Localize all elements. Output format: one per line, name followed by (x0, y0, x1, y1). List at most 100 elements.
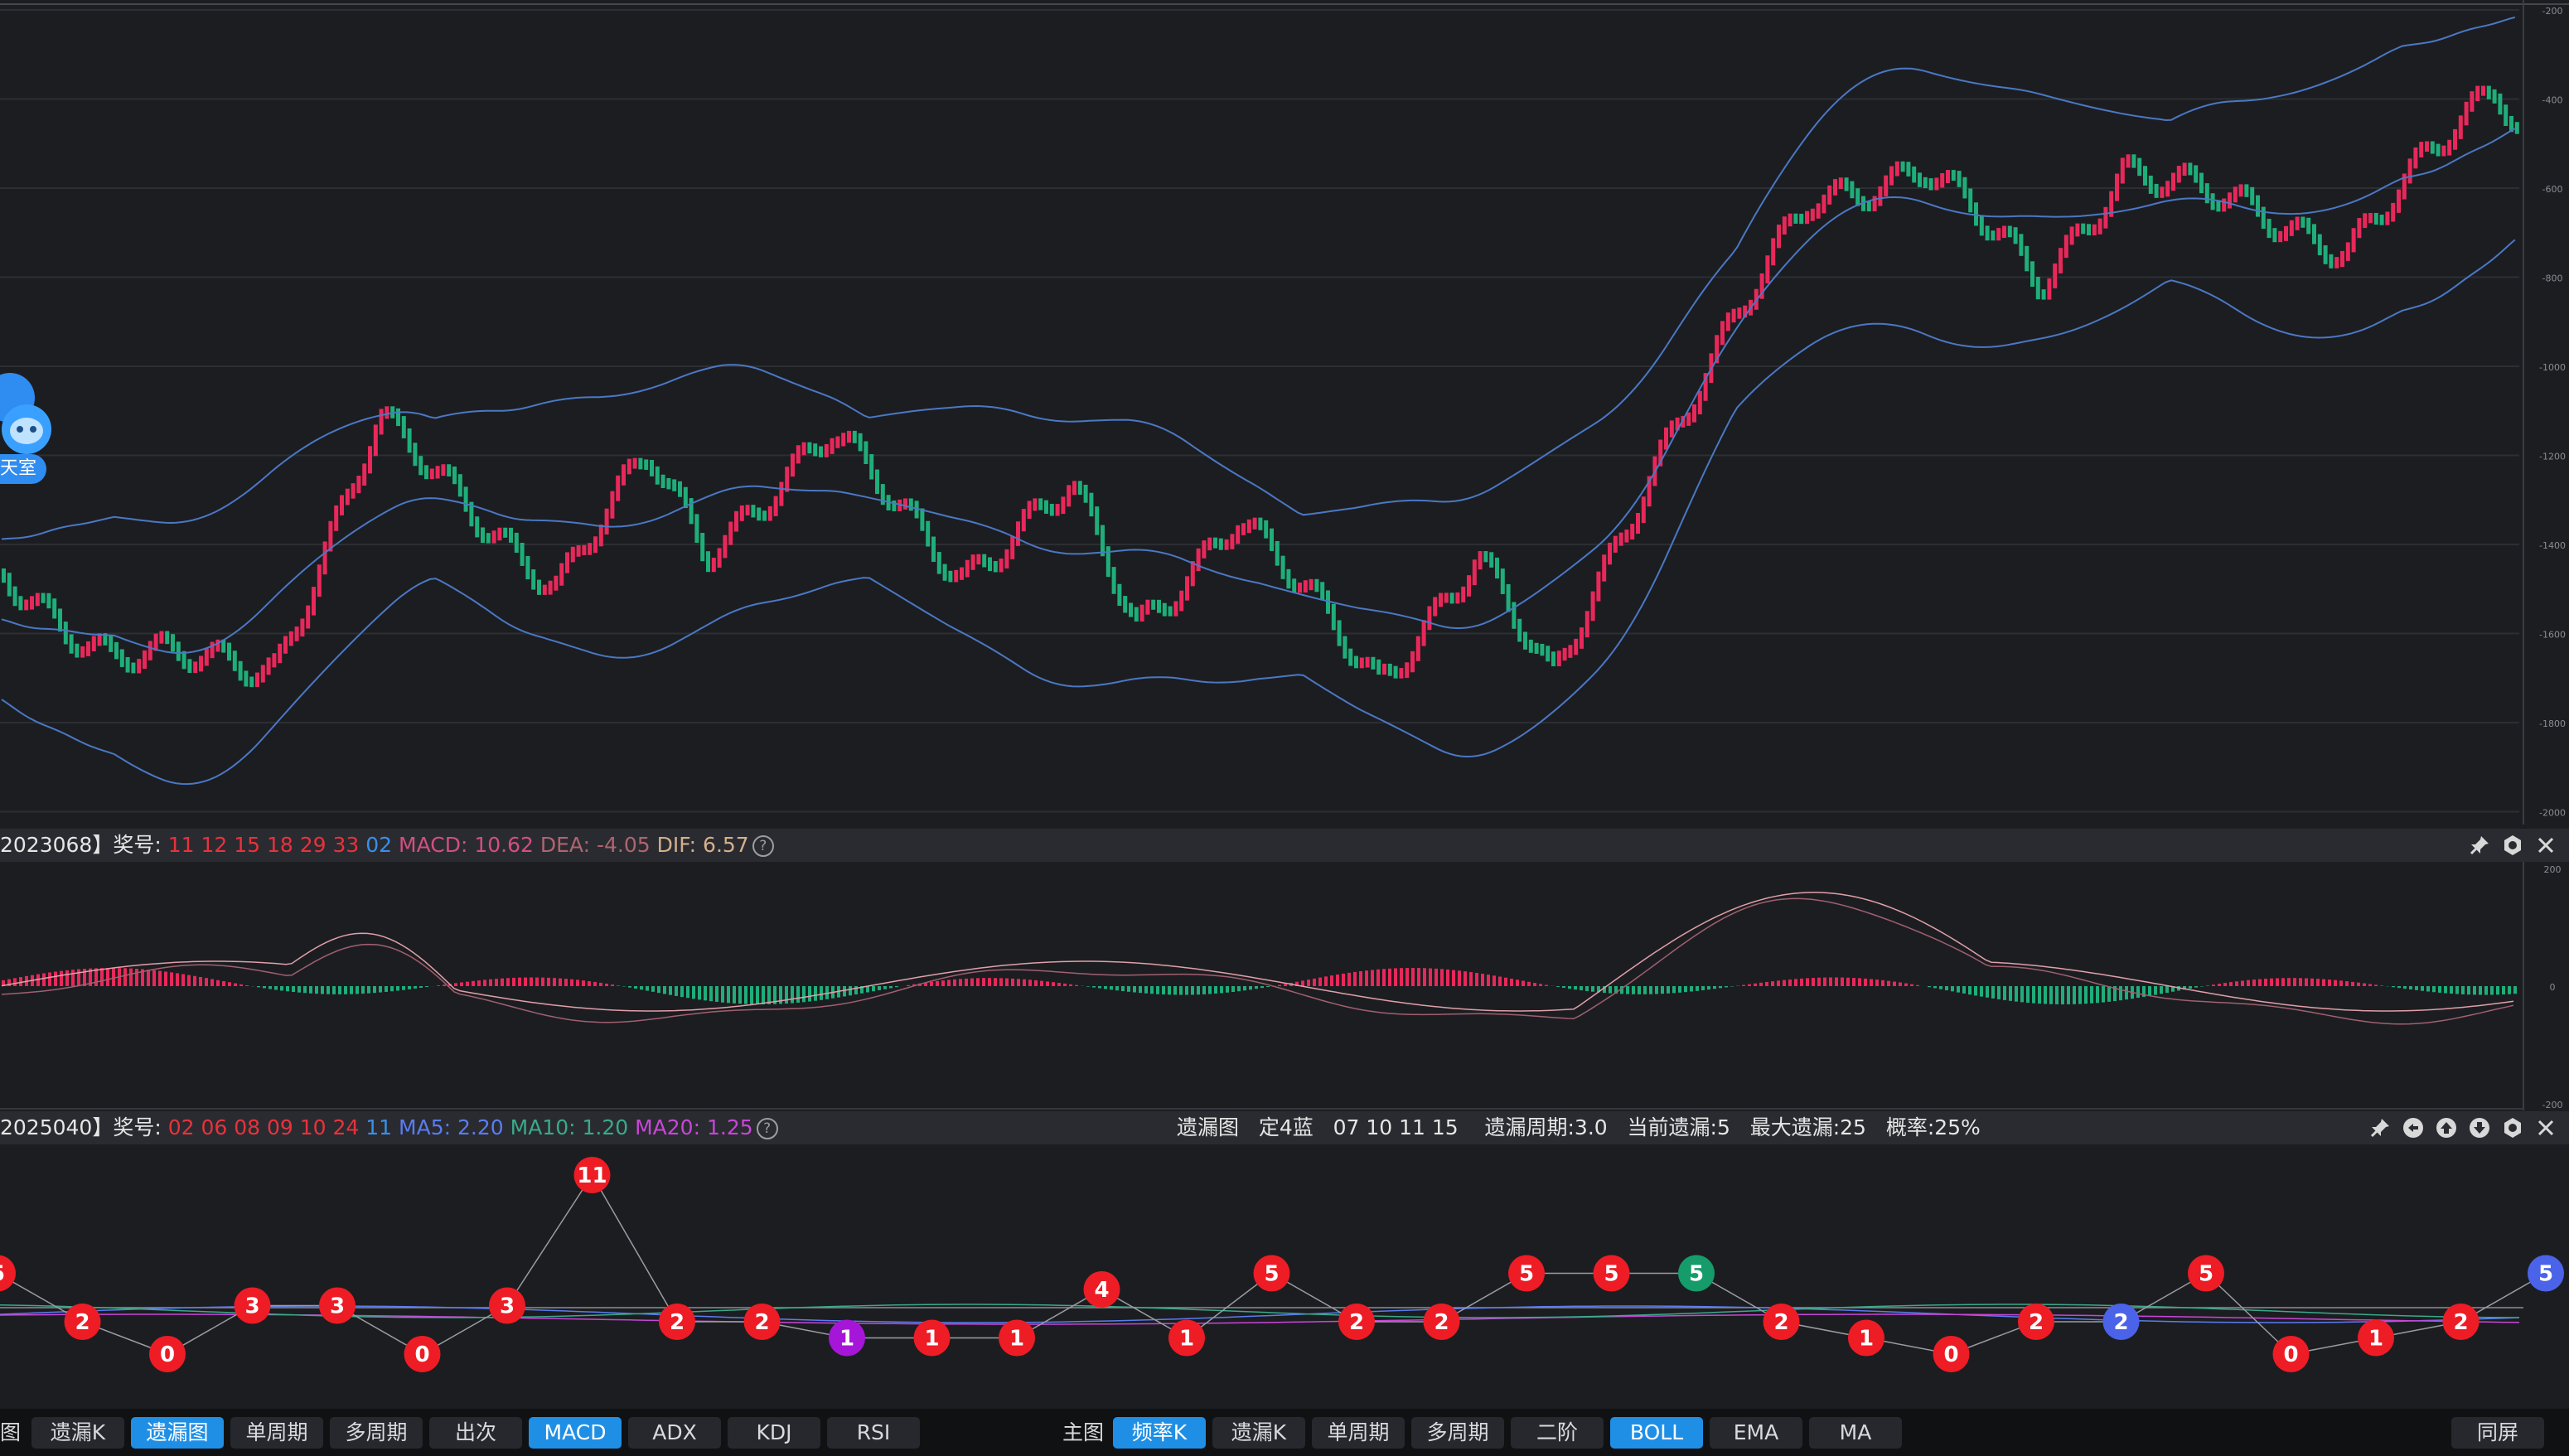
macd-bar (599, 982, 602, 986)
toolbar-left-btn-6[interactable]: ADX (628, 1417, 721, 1449)
y-tick-label: -200 (2542, 6, 2563, 17)
macd-bar (1510, 978, 1513, 986)
renko-brick (2204, 183, 2209, 204)
renko-brick (1602, 554, 1607, 582)
toolbar-right-btn-3[interactable]: 多周期 (1411, 1417, 1504, 1449)
settings-icon[interactable] (2501, 1116, 2524, 1139)
macd-bar (408, 986, 411, 989)
macd-bar (843, 986, 846, 997)
omit-ball-circle (64, 1304, 101, 1340)
renko-brick (97, 633, 102, 646)
macd-bar (1667, 986, 1670, 994)
assistant-label[interactable]: 天室 (0, 454, 47, 484)
macd-bar (298, 986, 301, 993)
macd-bar (2258, 979, 2262, 986)
macd-bar (1806, 978, 1809, 986)
toolbar-left-btn-4[interactable]: 出次 (429, 1417, 522, 1449)
macd-bar (1800, 978, 1803, 986)
renko-brick (948, 570, 953, 583)
macd-chart[interactable]: 200 0 -200 (0, 862, 2569, 1110)
renko-brick (1061, 496, 1066, 515)
renko-brick (249, 676, 254, 688)
toolbar-left-btn-3[interactable]: 多周期 (330, 1417, 423, 1449)
toolbar-right-btn-5[interactable]: BOLL (1610, 1417, 1703, 1449)
omit-ball-value: 0 (414, 1342, 429, 1367)
renko-brick (1725, 312, 1730, 331)
macd-bar (1852, 978, 1855, 986)
restore-icon[interactable] (2402, 1116, 2425, 1139)
toolbar-left-btn-2[interactable]: 单周期 (230, 1417, 323, 1449)
renko-brick (1427, 606, 1432, 631)
toolbar-left-btn-0[interactable]: 遗漏K (31, 1417, 124, 1449)
pin-icon[interactable] (2368, 1116, 2392, 1139)
renko-brick (1822, 194, 1826, 214)
omit-ball: 0 (1933, 1336, 1970, 1372)
renko-chart[interactable]: -200 -400 -600 -800 -1000 -1200 -1400 -1600 -180… (0, 0, 2569, 825)
toolbar-right-btn-4[interactable]: 二阶 (1511, 1417, 1604, 1449)
macd-chart-canvas[interactable]: 200 0 -200 (0, 862, 2569, 1110)
settings-icon[interactable] (2501, 834, 2524, 857)
toolbar-right-btn-6[interactable]: EMA (1710, 1417, 1802, 1449)
help-icon[interactable]: ? (756, 1118, 778, 1139)
subchart-label: 图 (0, 1420, 22, 1444)
macd-bar (1475, 973, 1478, 986)
renko-brick (1624, 530, 1629, 543)
close-icon[interactable] (2534, 834, 2557, 857)
omit-ball-circle (1168, 1319, 1205, 1357)
move-down-icon[interactable] (2468, 1116, 2491, 1139)
macd-bar (1974, 986, 1977, 996)
macd-bar (2455, 986, 2459, 994)
macd-bar (553, 978, 556, 986)
sync-screen-button[interactable]: 同屏 (2451, 1417, 2544, 1449)
renko-brick (1123, 596, 1128, 613)
macd-bar (976, 978, 980, 986)
renko-brick (429, 468, 434, 480)
toolbar-right-btn-2[interactable]: 单周期 (1312, 1417, 1405, 1449)
renko-brick (1900, 161, 1905, 172)
renko-brick (328, 520, 333, 552)
toolbar-right-btn-7[interactable]: MA (1809, 1417, 1902, 1449)
renko-brick (1280, 555, 1285, 579)
toolbar-left-btn-8[interactable]: RSI (827, 1417, 920, 1449)
omit-chart[interactable]: 52033031122111415225552102250125 (0, 1145, 2569, 1409)
macd-bar (129, 968, 133, 986)
toolbar-left-btn-7[interactable]: KDJ (728, 1417, 820, 1449)
macd-bar (1719, 986, 1722, 989)
renko-brick (30, 596, 34, 610)
renko-brick (317, 564, 322, 597)
renko-brick (954, 569, 959, 583)
renko-brick (1252, 517, 1257, 530)
toolbar-left-btn-1[interactable]: 遗漏图 (131, 1417, 224, 1449)
omit-ball-value: 0 (160, 1342, 175, 1367)
renko-brick (7, 573, 12, 597)
renko-brick (672, 479, 677, 491)
macd-bar (1545, 984, 1548, 986)
macd-bar (1324, 976, 1328, 986)
renko-brick (2002, 225, 2006, 239)
macd-bar (1603, 986, 1606, 994)
renko-brick (1872, 196, 1877, 212)
y-tick-label: -1000 (2539, 362, 2566, 373)
toolbar-left-btn-5[interactable]: MACD (529, 1417, 622, 1449)
chat-bot-icon[interactable] (0, 373, 55, 489)
omit-chart-canvas[interactable]: 52033031122111415225552102250125 (0, 1145, 2569, 1409)
omit-ball-circle (2528, 1255, 2564, 1292)
toolbar-right-btn-0[interactable]: 频率K (1113, 1417, 1206, 1449)
fixed-blue-numbers: 07 10 11 15 (1333, 1115, 1459, 1139)
renko-brick (650, 459, 654, 476)
renko-brick (993, 561, 998, 573)
macd-bar (2136, 986, 2140, 999)
pin-icon[interactable] (2468, 834, 2491, 857)
renko-brick (1421, 620, 1426, 646)
toolbar-right-btn-1[interactable]: 遗漏K (1212, 1417, 1305, 1449)
macd-bar (1991, 986, 1995, 999)
move-up-icon[interactable] (2435, 1116, 2458, 1139)
macd-bar (2490, 986, 2494, 995)
close-icon[interactable] (2534, 1116, 2557, 1139)
renko-brick (785, 467, 790, 492)
help-icon[interactable]: ? (752, 835, 774, 857)
renko-brick (148, 641, 152, 660)
macd-bar (1684, 986, 1687, 993)
renko-brick (221, 639, 226, 653)
renko-chart-canvas[interactable]: -200 -400 -600 -800 -1000 -1200 -1400 -1600 -180… (0, 0, 2569, 825)
